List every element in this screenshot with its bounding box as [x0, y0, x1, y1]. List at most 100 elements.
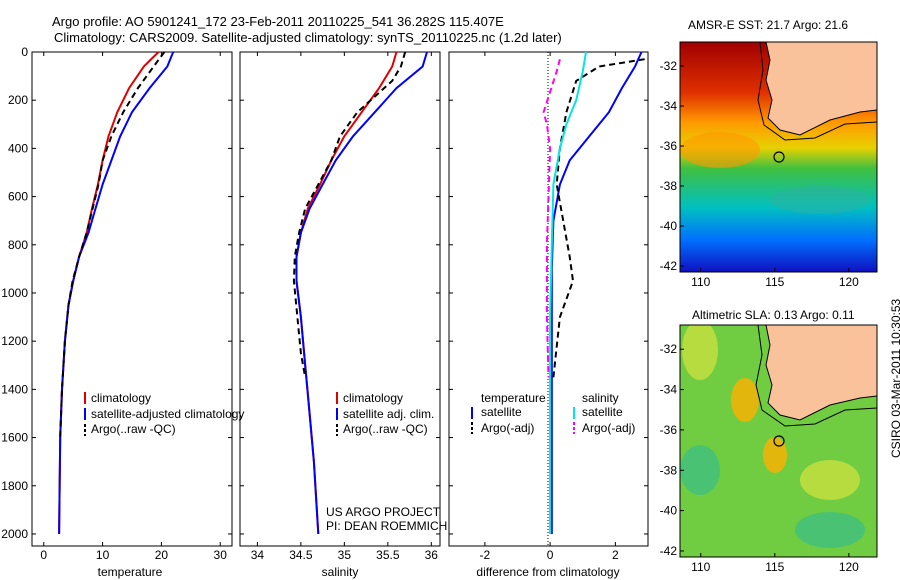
depth-contour	[755, 325, 877, 427]
lat-tick-label: -42	[660, 259, 678, 273]
series-line-salinity-satellite	[549, 51, 587, 534]
lat-tick-label: -42	[660, 544, 678, 558]
lon-tick-label: 120	[839, 275, 859, 289]
x-tick-label: 20	[155, 548, 169, 562]
series-line-temperature-satellite	[550, 51, 643, 534]
temperature-axis-ticks: 0 10 20 30	[40, 52, 227, 562]
lon-tick-label: 115	[765, 275, 784, 289]
series-line-salinity-argo-adj	[542, 58, 561, 378]
lon-tick-label: 115	[765, 560, 784, 574]
sst-cool-patch	[770, 186, 870, 214]
temperature-panel-frame	[31, 51, 233, 547]
x-tick-label: 0	[547, 548, 554, 562]
y-tick-label: 1200	[1, 334, 28, 348]
legend-salinity-title: salinity	[582, 391, 619, 405]
sla-map-title: Altimetric SLA: 0.13 Argo: 0.11	[692, 308, 855, 322]
sla-high-patch	[682, 325, 718, 380]
coastline	[765, 42, 877, 136]
y-tick-label: 1000	[1, 286, 28, 300]
x-tick-label: 10	[96, 548, 110, 562]
sst-map	[680, 42, 877, 272]
series-line-argo-raw-qc	[292, 51, 407, 378]
sla-low-patch	[795, 512, 865, 548]
legend-sal-argo-label: Argo(-adj)	[582, 421, 635, 435]
y-tick-label: 200	[8, 93, 28, 107]
legend-argo-label: Argo(..raw -QC)	[91, 422, 176, 436]
lat-tick-label: -38	[660, 463, 678, 477]
x-tick-label: 35	[338, 548, 352, 562]
series-line-argo-raw-qc	[59, 51, 166, 438]
x-tick-label: 34.5	[289, 548, 313, 562]
difference-axis-ticks: -2 0 2	[480, 52, 619, 562]
x-tick-label: 30	[214, 548, 228, 562]
coastline	[765, 325, 877, 421]
legend-argo-label: Argo(..raw -QC)	[343, 422, 428, 436]
land-mass	[766, 325, 877, 420]
sla-latitude-ticks: -32 -34 -36 -38 -40 -42	[660, 342, 684, 558]
difference-legend: temperature satellite Argo(-adj) salinit…	[471, 391, 635, 435]
x-tick-label: 2	[612, 548, 619, 562]
legend-temp-satellite-label: satellite	[481, 405, 522, 419]
y-tick-label: 0	[21, 45, 28, 59]
legend-satellite-label: satellite adj. clim.	[343, 407, 434, 421]
series-line-satellite-adj-clim	[295, 51, 428, 535]
lat-tick-label: -40	[660, 504, 678, 518]
sla-map-frame	[679, 324, 878, 558]
lat-tick-label: -36	[660, 423, 678, 437]
lon-tick-label: 120	[839, 560, 859, 574]
y-tick-label: 2000	[1, 527, 28, 541]
sst-longitude-ticks: 110 115 120	[691, 268, 859, 289]
lon-tick-label: 110	[691, 560, 710, 574]
legend-climatology-label: climatology	[343, 391, 403, 405]
project-credit: US ARGO PROJECT	[326, 505, 441, 519]
lat-tick-label: -40	[660, 219, 678, 233]
y-tick-label: 800	[8, 238, 28, 252]
sst-map-frame	[679, 41, 878, 273]
sla-map	[680, 325, 877, 557]
salinity-legend: climatology satellite adj. clim. Argo(..…	[326, 391, 447, 533]
argo-float-marker	[773, 151, 785, 163]
salinity-axis-ticks: 34 34.5 35 35.5 36	[251, 52, 439, 562]
difference-axis-label: difference from climatology	[476, 565, 619, 579]
lon-tick-label: 110	[691, 275, 710, 289]
sla-high-patch	[800, 460, 860, 500]
x-tick-label: 0	[40, 548, 47, 562]
lat-tick-label: -32	[660, 59, 678, 73]
lat-tick-label: -34	[660, 99, 678, 113]
salinity-axis-label: salinity	[322, 565, 359, 579]
y-tick-label: 600	[8, 190, 28, 204]
x-tick-label: 36	[425, 548, 439, 562]
legend-temp-argo-label: Argo(-adj)	[481, 421, 534, 435]
plot-title-line1: Argo profile: AO 5901241_172 23-Feb-2011…	[52, 14, 504, 29]
sst-latitude-ticks: -32 -34 -36 -38 -40 -42	[660, 59, 684, 273]
sla-high-patch	[731, 378, 759, 422]
x-tick-label: 34	[251, 548, 265, 562]
legend-sal-satellite-label: satellite	[582, 405, 623, 419]
temperature-legend: climatology satellite-adjusted climatolo…	[84, 391, 244, 436]
x-tick-label: -2	[480, 548, 491, 562]
lat-tick-label: -32	[660, 342, 678, 356]
series-line-temperature-argo-adj	[552, 58, 645, 378]
legend-climatology-label: climatology	[91, 391, 151, 405]
difference-series	[542, 51, 645, 534]
sst-map-title: AMSR-E SST: 21.7 Argo: 21.6	[688, 18, 849, 32]
lat-tick-label: -38	[660, 179, 678, 193]
land-mass	[766, 42, 877, 135]
sla-longitude-ticks: 110 115 120	[691, 553, 859, 574]
x-tick-label: 35.5	[376, 548, 400, 562]
sst-warm-patch	[680, 132, 760, 168]
salinity-panel-frame	[239, 51, 441, 547]
y-tick-label: 400	[8, 141, 28, 155]
temperature-axis-label: temperature	[98, 565, 163, 579]
legend-satellite-label: satellite-adjusted climatology	[91, 407, 244, 421]
temperature-series	[58, 51, 175, 535]
pi-credit: PI: DEAN ROEMMICH	[326, 519, 447, 533]
sla-low-patch	[680, 445, 720, 495]
y-tick-label: 1400	[1, 382, 28, 396]
lat-tick-label: -36	[660, 139, 678, 153]
lat-tick-label: -34	[660, 383, 678, 397]
salinity-series	[292, 51, 428, 535]
legend-temperature-title: temperature	[481, 391, 546, 405]
depth-axis-ticks: 0 200 400 600 800 1000 1200 1400 1600 1800 2000	[1, 45, 648, 541]
